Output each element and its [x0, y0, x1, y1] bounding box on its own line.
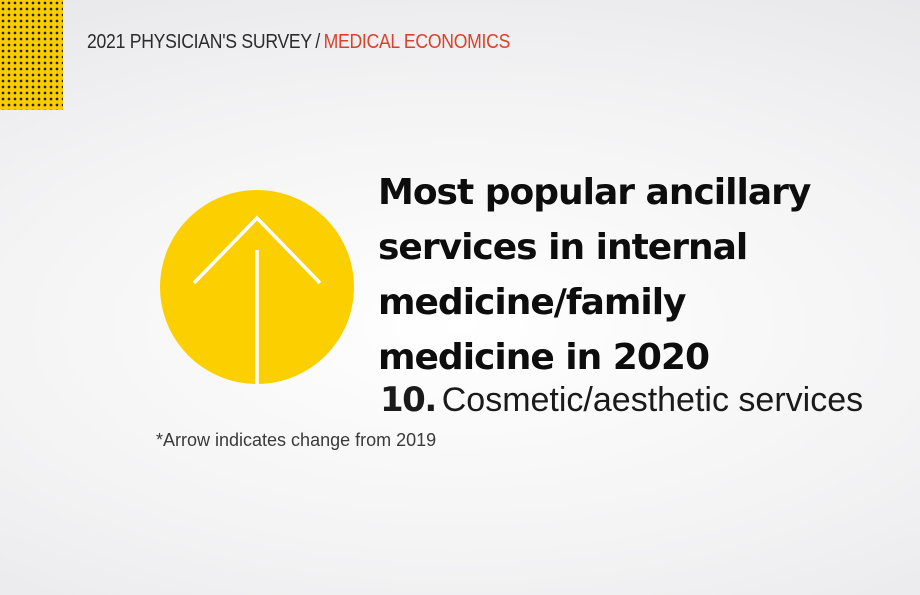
survey-header: 2021 PHYSICIAN'S SURVEY / MEDICAL ECONOMIC… — [87, 31, 510, 54]
ranked-item: 10. Cosmetic/aesthetic services — [380, 380, 863, 420]
footnote: *Arrow indicates change from 2019 — [156, 430, 437, 450]
publication-name: MEDICAL ECONOMICS — [323, 31, 511, 53]
dotted-corner-decoration — [0, 0, 63, 110]
item-label: Cosmetic/aesthetic services — [441, 381, 864, 419]
arrow-up-icon — [192, 215, 322, 384]
header-separator: / — [315, 31, 321, 53]
survey-name: 2021 PHYSICIAN'S SURVEY — [87, 31, 312, 53]
page-title: Most popular ancillary services in inter… — [378, 172, 811, 378]
item-rank: 10. — [380, 380, 437, 420]
change-indicator-circle — [160, 190, 354, 384]
